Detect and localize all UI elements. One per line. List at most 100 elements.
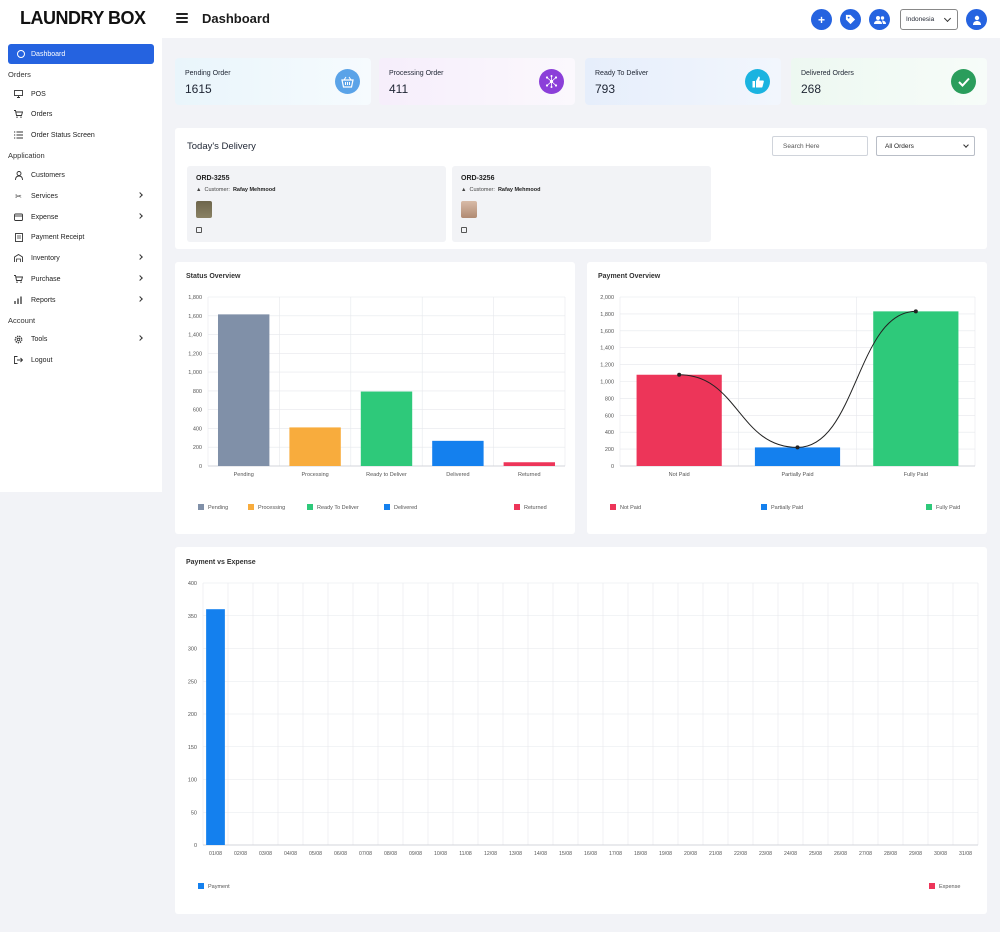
orders-filter-value: All Orders [885,142,914,150]
wallet-icon [14,213,23,222]
monitor-icon [14,90,23,99]
y-tick-label: 1,000 [188,370,202,376]
sidebar-item-label: Services [31,192,58,200]
sidebar-item-services[interactable]: ✂ Services [14,189,150,203]
calendar-icon [461,227,467,233]
sidebar-item-payment-receipt[interactable]: Payment Receipt [14,230,150,244]
sidebar-item-logout[interactable]: Logout [14,353,150,367]
sidebar-item-inventory[interactable]: Inventory [14,251,150,265]
chart-bar [503,462,556,466]
chart-bar [432,440,484,466]
y-tick-label: 1,600 [600,329,614,335]
stat-value: 268 [801,82,822,96]
legend-swatch [198,883,204,889]
users-icon[interactable] [869,9,890,30]
stat-card-ready-to-deliver[interactable]: Ready To Deliver 793 [585,58,781,105]
customer-label: Customer: [469,187,495,193]
order-card[interactable]: ORD-3255 ▲ Customer: Rafay Mehmood [187,166,446,242]
y-tick-label: 800 [605,396,614,402]
legend-label: Partially Paid [771,505,803,511]
y-tick-label: 400 [605,430,614,436]
delivery-title: Today's Delivery [187,141,256,152]
y-tick-label: 250 [188,679,197,685]
payment-vs-expense-title: Payment vs Expense [186,559,256,566]
sidebar-item-expense[interactable]: Expense [14,210,150,224]
x-tick-label: 20/08 [684,851,697,857]
garment-thumbnail[interactable] [196,201,212,218]
sidebar-item-label: Tools [31,335,48,343]
sidebar-item-pos[interactable]: POS [14,87,150,101]
legend-swatch [514,504,520,510]
sidebar-item-customers[interactable]: Customers [14,168,150,182]
chevron-right-icon [137,335,143,341]
x-tick-label: Delivered [446,472,469,478]
customer-name: Rafay Mehmood [497,187,541,193]
legend-label: Expense [939,884,960,890]
tag-icon[interactable] [840,9,861,30]
legend-label: Ready To Deliver [317,505,359,511]
payment-vs-expense-panel: Payment vs Expense 0 50 100 150 200 250 300 350… [175,547,987,914]
order-id: ORD-3255 [196,175,230,182]
sidebar-item-reports[interactable]: Reports [14,293,150,307]
stat-card-pending[interactable]: Pending Order 1615 [175,58,371,105]
y-tick-label: 0 [611,464,614,470]
chart-bar [289,427,341,466]
sidebar-item-label: Payment Receipt [31,233,85,241]
x-tick-label: 13/08 [509,851,522,857]
x-tick-label: 23/08 [759,851,772,857]
sidebar-item-label: Reports [31,296,56,304]
customer-name: Rafay Mehmood [232,187,276,193]
chevron-down-icon [963,142,969,148]
list-icon [14,131,23,140]
sidebar: Dashboard Orders POS Orders Order Status… [0,38,162,492]
sidebar-item-label: Logout [31,356,53,364]
stat-card-processing[interactable]: Processing Order 411 [379,58,575,105]
chevron-right-icon [137,213,143,219]
stat-card-delivered[interactable]: Delivered Orders 268 [791,58,987,105]
chart-bar [360,391,413,466]
dashboard-icon [17,50,25,58]
todays-delivery-panel: Today's Delivery Search Here All Orders … [175,128,987,249]
warehouse-icon [14,254,23,263]
menu-toggle-icon[interactable] [176,13,188,23]
sidebar-item-dashboard[interactable]: Dashboard [8,44,154,64]
basket-icon [335,69,360,94]
cart-plus-icon [14,275,23,284]
sidebar-item-label: Orders [31,110,53,118]
legend-label: Pending [208,505,228,511]
network-icon [539,69,564,94]
stat-value: 1615 [185,82,212,96]
language-value: Indonesia [906,16,935,23]
chart-bar [217,314,270,466]
x-tick-label: 03/08 [259,851,272,857]
sidebar-item-order-status-screen[interactable]: Order Status Screen [14,128,150,142]
x-tick-label: 11/08 [459,851,472,857]
orders-filter-select[interactable]: All Orders [876,136,975,156]
chevron-right-icon [137,192,143,198]
garment-thumbnail[interactable] [461,201,477,218]
y-tick-label: 100 [188,778,197,784]
y-tick-label: 0 [194,843,197,849]
x-tick-label: 16/08 [584,851,597,857]
sidebar-item-tools[interactable]: Tools [14,332,150,346]
user-icon[interactable] [966,9,987,30]
y-tick-label: 1,400 [188,333,202,339]
chart-bar [636,374,722,466]
order-card[interactable]: ORD-3256 ▲ Customer: Rafay Mehmood [452,166,711,242]
plus-icon[interactable]: + [811,9,832,30]
customer-label: Customer: [204,187,230,193]
legend-swatch [929,883,935,889]
x-tick-label: 21/08 [709,851,722,857]
y-tick-label: 300 [188,647,197,653]
y-tick-label: 600 [193,408,202,414]
search-input[interactable]: Search Here [772,136,868,156]
brand-logo[interactable]: LAUNDRY BOX [20,8,146,28]
stat-label: Pending Order [185,70,231,77]
x-tick-label: 04/08 [284,851,297,857]
sidebar-item-purchase[interactable]: Purchase [14,272,150,286]
x-tick-label: 06/08 [334,851,347,857]
language-select[interactable]: Indonesia [900,9,958,30]
calendar-icon [196,227,202,233]
thumbs-up-icon [745,69,770,94]
sidebar-item-orders[interactable]: Orders [14,107,150,121]
